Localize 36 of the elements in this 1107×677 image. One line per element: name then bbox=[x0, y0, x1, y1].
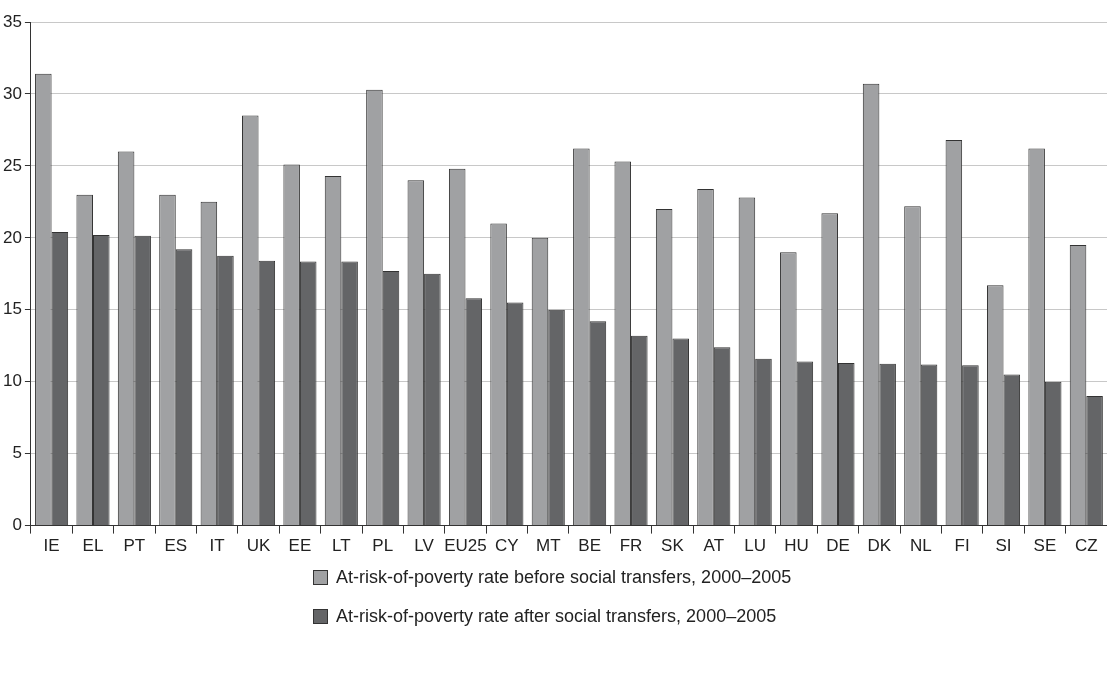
x-tick-label: CY bbox=[495, 536, 519, 556]
x-tick-label: IE bbox=[43, 536, 60, 556]
legend-label: At-risk-of-poverty rate before social transfers, 2000–2005 bbox=[336, 567, 792, 588]
x-tick-label: DK bbox=[867, 536, 892, 556]
x-tick-label: IT bbox=[209, 536, 225, 556]
x-tick-label: ES bbox=[164, 536, 188, 556]
x-tick-label: BE bbox=[578, 536, 601, 556]
x-tick-label: DE bbox=[826, 536, 850, 556]
x-tick-label: EE bbox=[288, 536, 312, 556]
x-tick-label: SK bbox=[661, 536, 685, 556]
x-tick-label: LV bbox=[414, 536, 435, 556]
x-tick-label: FI bbox=[954, 536, 970, 556]
y-tick-label: 0 bbox=[12, 515, 22, 535]
x-tick-label: LU bbox=[744, 536, 767, 556]
x-tick-label: CZ bbox=[1074, 536, 1098, 556]
x-tick-label: EL bbox=[82, 536, 104, 556]
y-tick-label: 5 bbox=[12, 443, 22, 463]
x-tick-label: HU bbox=[784, 536, 809, 556]
x-tick-label: SI bbox=[995, 536, 1012, 556]
x-tick-label: PL bbox=[372, 536, 394, 556]
x-tick-label: LT bbox=[332, 536, 351, 556]
x-tick-label: AT bbox=[703, 536, 725, 556]
x-tick-label: NL bbox=[909, 536, 932, 556]
y-tick-label: 20 bbox=[2, 227, 22, 247]
x-tick-label: SE bbox=[1033, 536, 1057, 556]
y-tick-label: 15 bbox=[2, 299, 22, 319]
y-tick-label: 30 bbox=[2, 83, 22, 103]
x-tick-label: UK bbox=[246, 536, 272, 556]
x-tick-label: EU25 bbox=[444, 536, 487, 556]
y-tick-label: 25 bbox=[2, 155, 22, 175]
x-tick-label: PT bbox=[123, 536, 146, 556]
x-tick-label: FR bbox=[619, 536, 643, 556]
y-tick-label: 10 bbox=[2, 371, 22, 391]
y-tick-label: 35 bbox=[2, 11, 22, 31]
legend-label: At-risk-of-poverty rate after social transfers, 2000–2005 bbox=[336, 606, 777, 627]
x-tick-label: MT bbox=[535, 536, 561, 556]
